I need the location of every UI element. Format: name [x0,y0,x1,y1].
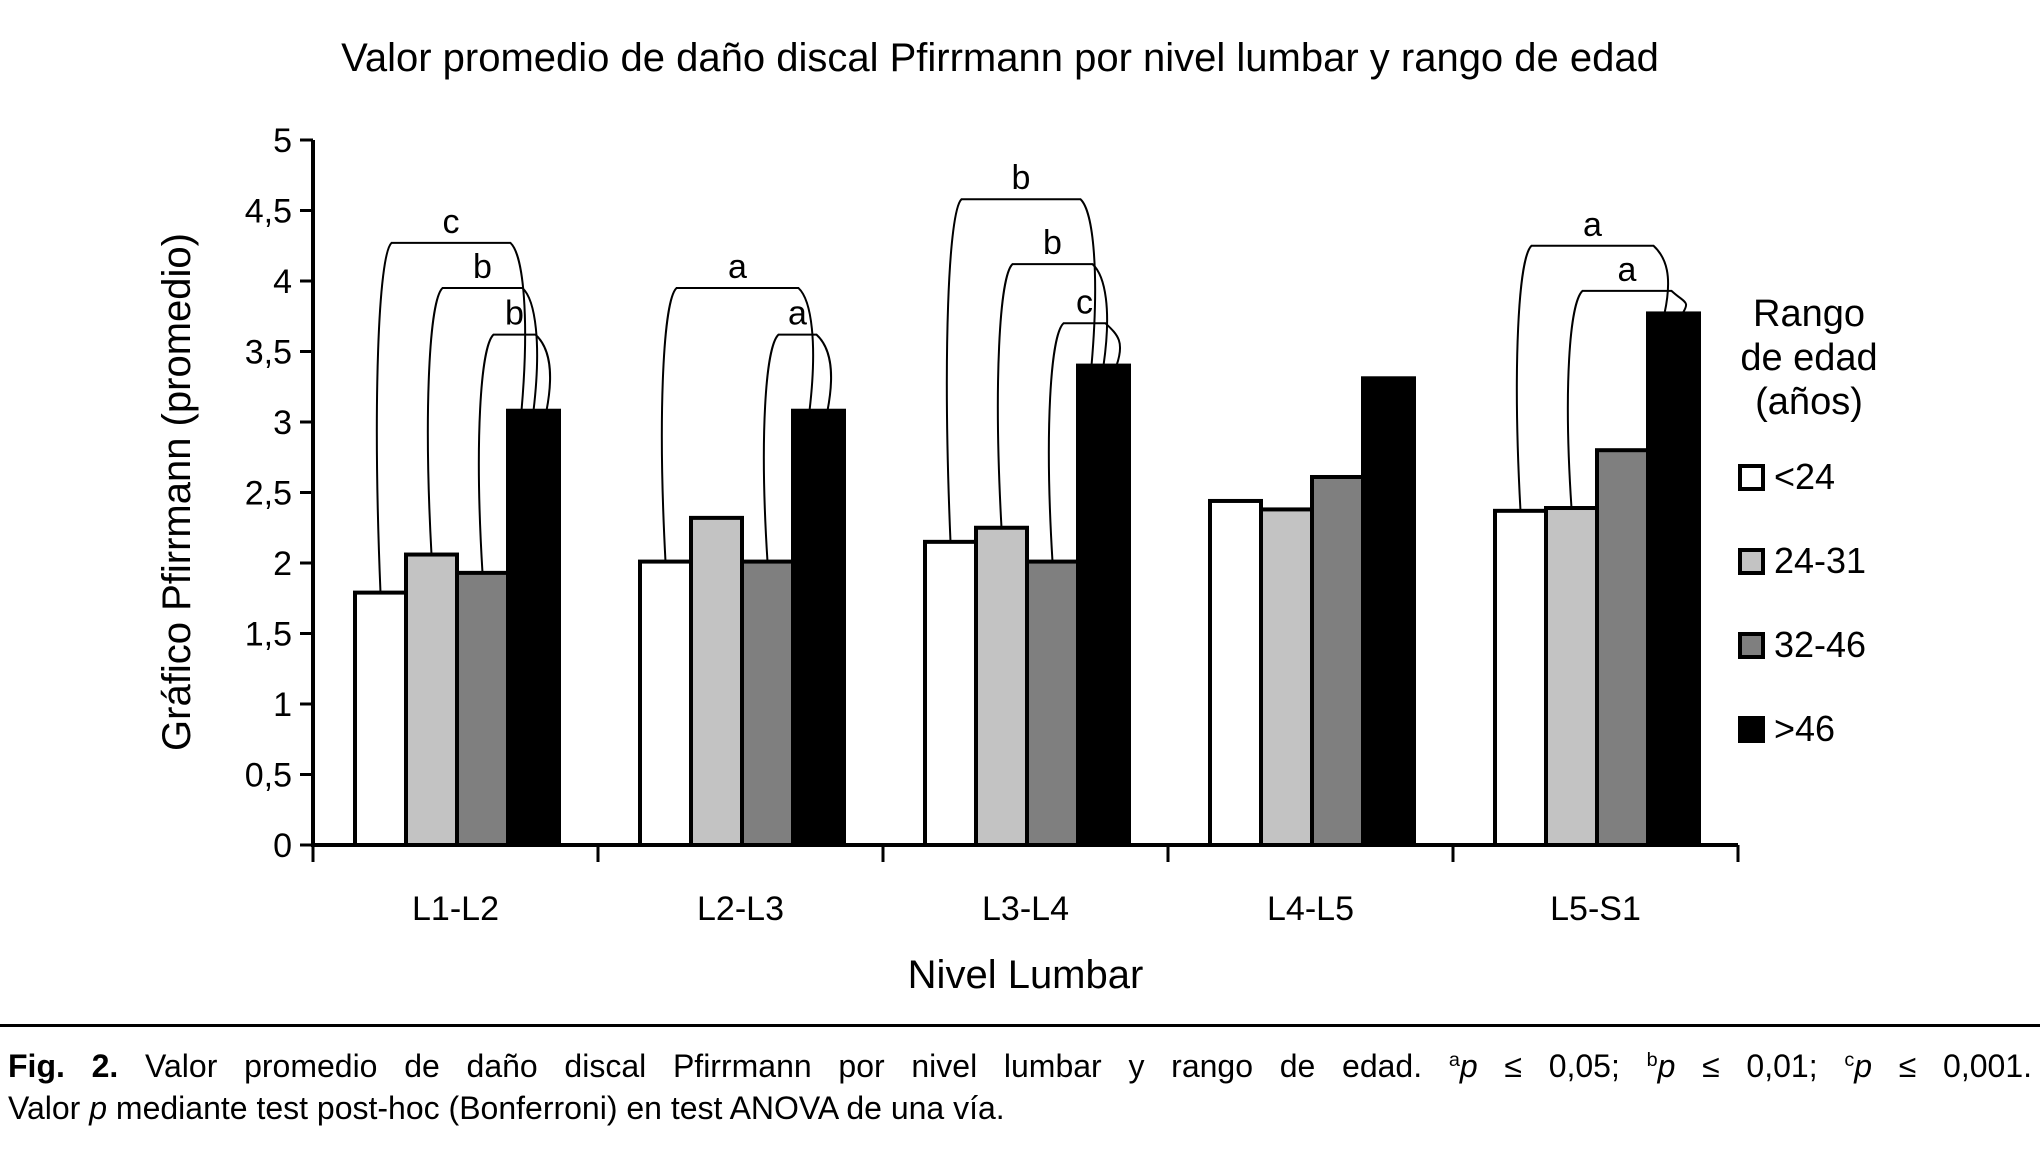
bar-24-31-L2-L3 [689,515,744,847]
significance-label: b [505,295,524,333]
caption-segment: p [1459,1048,1478,1084]
legend-swatch-icon [1738,715,1765,743]
legend-items: <24 24-31 32-46 >46 [1738,456,1866,750]
y-tick-label: 0,5 [245,757,292,795]
caption-segment: Valor [8,1089,90,1126]
significance-bracket-L1-L2-b [477,333,552,573]
bar-32-46-L2-L3 [740,559,795,848]
y-tick-label: 2,5 [245,475,292,513]
bar-32-46-L5-S1 [1595,448,1650,847]
y-tick-label: 1,5 [245,616,292,654]
bar-24-31-L5-S1 [1544,506,1599,847]
legend-item-label: >46 [1774,708,1836,749]
significance-bracket-L3-L4-b [996,263,1109,528]
significance-label: a [728,248,747,286]
y-tick-label: 4,5 [245,193,292,231]
significance-bracket-L3-L4-c [1047,322,1121,562]
significance-label: c [443,203,460,241]
legend-item-label: 24-31 [1774,540,1867,581]
legend-item-32-46: 32-46 [1738,624,1866,666]
significance-label: b [1043,224,1062,262]
y-axis-title: Gráfico Pfirrmann (promedio) [155,233,199,751]
significance-bracket-L2-L3-a [660,287,815,562]
y-tick-label: 3,5 [245,334,292,372]
significance-bracket-L5-S1-a [1566,289,1687,509]
significance-label: b [473,248,492,286]
legend-item->46: >46 [1738,708,1866,750]
caption-segment: b [1646,1049,1658,1072]
caption-segment: ≤ 0,05; [1477,1048,1647,1084]
legend-swatch-icon [1738,547,1765,575]
caption-segment: p [1854,1048,1873,1084]
caption-segment: Fig. 2. [8,1048,119,1084]
significance-label: a [1618,251,1637,289]
x-axis-title: Nivel Lumbar [908,953,1144,997]
caption-segment: mediante test post-hoc (Bonferroni) en t… [107,1089,1005,1126]
x-category-label: L3-L4 [982,890,1069,928]
y-tick-label: 1 [273,686,292,724]
bar->46-L2-L3 [791,408,846,847]
caption-segment: p [1657,1048,1676,1084]
legend-item-label: 32-46 [1774,624,1867,665]
legend-swatch-icon [1738,631,1765,659]
bar-<24-L1-L2 [353,590,408,847]
bar-32-46-L4-L5 [1310,474,1365,847]
significance-bracket-L1-L2-c [375,241,527,593]
bar->46-L1-L2 [506,408,561,847]
x-category-label: L4-L5 [1267,890,1354,928]
caption-segment: a [1448,1049,1460,1072]
chart-title: Valor promedio de daño discal Pfirrmann … [341,36,1659,80]
bar-32-46-L3-L4 [1025,559,1080,848]
bar-<24-L5-S1 [1493,508,1548,847]
caption-line-2: Valor p mediante test post-hoc (Bonferro… [8,1088,2032,1130]
caption-divider [0,1024,2040,1027]
bar->46-L3-L4 [1076,363,1131,847]
bar->46-L4-L5 [1361,376,1416,847]
legend-swatch-icon [1738,463,1765,491]
y-tick-label: 3 [273,404,292,442]
significance-bracket-L2-L3-a [762,333,833,562]
legend-item-24-31: 24-31 [1738,540,1866,582]
bar-<24-L2-L3 [638,559,693,848]
figure-caption: Fig. 2. Valor promedio de daño discal Pf… [8,1046,2032,1129]
significance-label: c [1076,283,1093,321]
bar-<24-L3-L4 [923,539,978,847]
caption-segment: c [1844,1049,1855,1072]
bar-24-31-L3-L4 [974,525,1029,847]
x-category-label: L5-S1 [1550,890,1641,928]
legend-item-<24: <24 [1738,456,1866,498]
significance-bracket-L3-L4-b [945,198,1097,542]
y-tick-label: 5 [273,122,292,160]
legend-item-label: <24 [1774,456,1836,497]
significance-bracket-L5-S1-a [1515,244,1670,511]
y-tick-label: 0 [273,827,292,865]
x-category-label: L1-L2 [412,890,499,928]
caption-segment: ≤ 0,01; [1675,1048,1845,1084]
significance-label: a [1583,206,1602,244]
significance-bracket-L1-L2-b [426,287,539,555]
significance-label: a [788,295,807,333]
caption-segment: ≤ 0,001. [1872,1048,2033,1084]
bar-32-46-L1-L2 [455,570,510,847]
bar-24-31-L4-L5 [1259,507,1314,847]
legend-title: Rango de edad (años) [1740,293,1878,424]
chart-legend: Rango de edad (años) <24 24-31 32-46 >46 [1724,292,1894,749]
caption-line-1: Fig. 2. Valor promedio de daño discal Pf… [8,1046,2032,1088]
bar->46-L5-S1 [1646,311,1701,847]
x-category-label: L2-L3 [697,890,784,928]
significance-label: b [1012,159,1031,197]
y-tick-label: 4 [273,263,292,301]
caption-segment: p [89,1089,108,1126]
caption-segment: Valor promedio de daño discal Pfirrmann … [118,1048,1449,1084]
bar-24-31-L1-L2 [404,552,459,847]
bar-<24-L4-L5 [1208,498,1263,847]
y-tick-label: 2 [273,545,292,583]
